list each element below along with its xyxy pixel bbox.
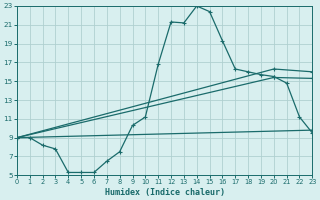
X-axis label: Humidex (Indice chaleur): Humidex (Indice chaleur)	[105, 188, 225, 197]
